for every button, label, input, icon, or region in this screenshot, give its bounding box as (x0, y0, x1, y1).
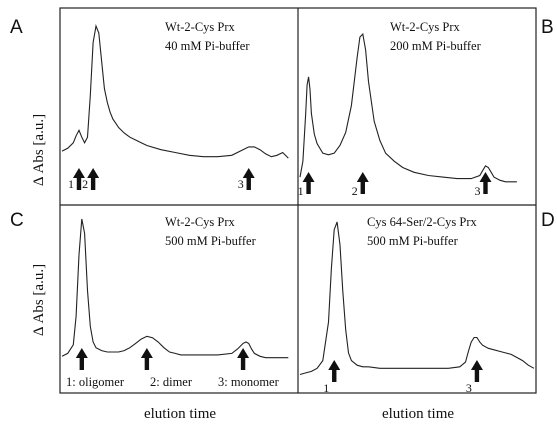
peak-number-b-3: 3 (475, 184, 481, 198)
annotation-c-line1: Wt-2-Cys Prx (165, 215, 236, 229)
peak-number-a-3: 3 (238, 177, 244, 191)
annotation-c-line2: 500 mM Pi-buffer (165, 234, 257, 248)
trace-panel-a (61, 23, 289, 159)
x-axis-label-left: elution time (144, 406, 216, 422)
legend-oligomer: 1: oligomer (66, 375, 125, 389)
trace-panel-c (61, 218, 289, 359)
panel-b-marks: 1 2 3 (298, 32, 517, 198)
peak-arrow-c-2 (140, 348, 153, 370)
peak-arrow-c-1 (75, 348, 88, 370)
peak-arrow-b-3 (479, 172, 492, 194)
annotation-b-line2: 200 mM Pi-buffer (390, 39, 482, 53)
panel-letter-b: B (541, 17, 554, 38)
legend-dimer: 2: dimer (150, 375, 193, 389)
peak-arrow-a-2 (87, 168, 100, 190)
peak-arrow-b-2 (356, 172, 369, 194)
peak-arrow-d-2 (470, 360, 483, 382)
peak-arrow-a-1 (72, 168, 85, 190)
panel-letter-c: C (10, 210, 24, 231)
panel-letter-a: A (10, 17, 23, 38)
panel-c-marks (61, 218, 289, 370)
annotation-d-line1: Cys 64-Ser/2-Cys Prx (367, 215, 477, 229)
annotation-a-line1: Wt-2-Cys Prx (165, 20, 236, 34)
peak-arrow-d-1 (328, 360, 341, 382)
peak-arrow-a-3 (242, 168, 255, 190)
trace-panel-b (299, 32, 517, 183)
peak-arrow-c-3 (237, 348, 250, 370)
peak-number-d-1: 1 (323, 381, 329, 395)
annotation-a-line2: 40 mM Pi-buffer (165, 39, 250, 53)
y-axis-label-bottom: Δ Abs [a.u.] (31, 264, 47, 336)
annotation-d-line2: 500 mM Pi-buffer (367, 234, 459, 248)
legend-monomer: 3: monomer (218, 375, 280, 389)
panel-letter-d: D (541, 210, 555, 231)
trace-panel-d (299, 221, 535, 376)
y-axis-label-top: Δ Abs [a.u.] (31, 114, 47, 186)
peak-number-b-1: 1 (298, 184, 304, 198)
peak-number-d-2: 3 (466, 381, 472, 395)
annotation-b-line1: Wt-2-Cys Prx (390, 20, 461, 34)
peak-number-b-2: 2 (352, 184, 358, 198)
peak-number-a-2: 2 (82, 177, 88, 191)
panel-frame (59, 7, 537, 394)
peak-number-a-1: 1 (68, 177, 74, 191)
chart-marks: 1 2 3 1 2 31 3 (61, 23, 535, 395)
peak-arrow-b-1 (302, 172, 315, 194)
x-axis-label-right: elution time (382, 406, 454, 422)
